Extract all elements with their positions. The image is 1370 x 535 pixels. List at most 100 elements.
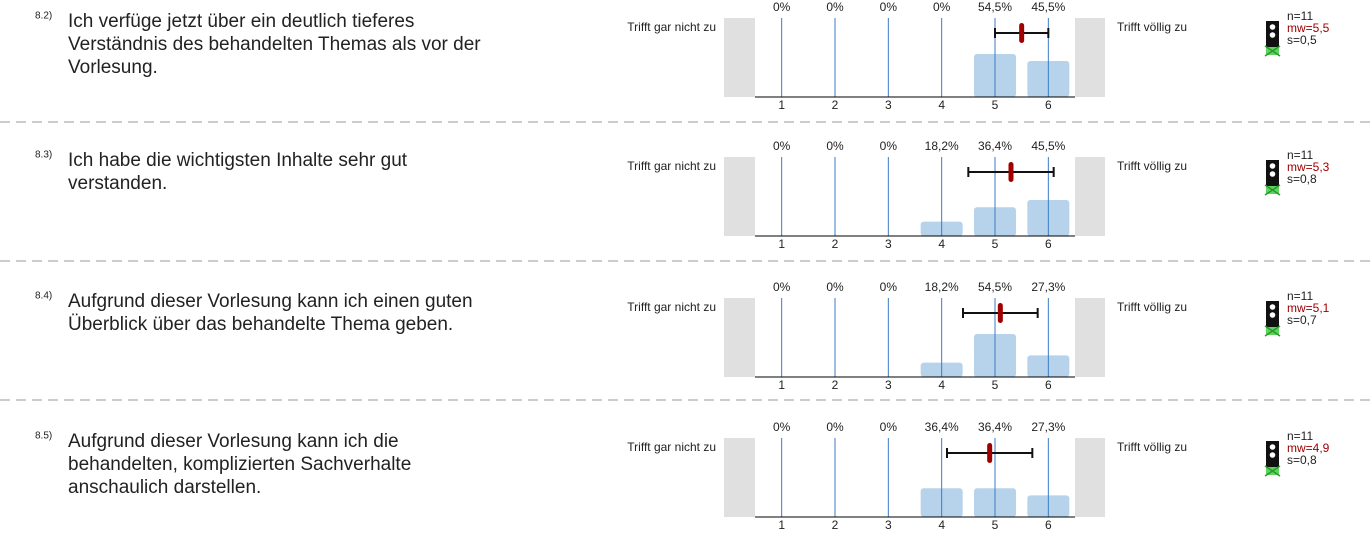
light — [1269, 163, 1276, 169]
value-label: 0% — [773, 280, 791, 294]
mean-label: mw=4,9 — [1287, 441, 1330, 455]
n-label: n=11 — [1287, 9, 1313, 23]
x-tick-label: 3 — [885, 518, 892, 532]
question-text: anschaulich darstellen. — [68, 477, 261, 498]
left-label: Trifft gar nicht zu — [627, 20, 716, 34]
value-label: 27,3% — [1031, 420, 1065, 434]
mean-mark — [987, 443, 993, 463]
left-box — [724, 157, 755, 236]
x-tick-label: 2 — [832, 518, 839, 532]
value-label: 0% — [880, 420, 898, 434]
value-label: 36,4% — [925, 420, 959, 434]
right-label: Trifft völlig zu — [1117, 159, 1187, 173]
separators — [0, 121, 1370, 401]
value-label: 0% — [773, 420, 791, 434]
value-label: 54,5% — [978, 280, 1012, 294]
value-label: 45,5% — [1031, 0, 1065, 14]
right-box — [1075, 18, 1105, 97]
x-tick-label: 6 — [1045, 237, 1052, 251]
value-label: 0% — [933, 0, 951, 14]
sd-label: s=0,7 — [1287, 313, 1317, 327]
x-tick-label: 1 — [778, 98, 785, 112]
x-tick-label: 3 — [885, 378, 892, 392]
x-tick-label: 4 — [938, 237, 945, 251]
value-label: 0% — [826, 139, 844, 153]
item-number: 8.3) — [35, 150, 52, 161]
value-label: 0% — [880, 280, 898, 294]
x-tick-label: 6 — [1045, 378, 1052, 392]
left-box — [724, 18, 755, 97]
x-tick-label: 4 — [938, 518, 945, 532]
x-tick-label: 2 — [832, 237, 839, 251]
sd-label: s=0,5 — [1287, 33, 1317, 47]
value-label: 36,4% — [978, 139, 1012, 153]
light — [1269, 312, 1276, 318]
light-x — [1264, 184, 1281, 196]
n-label: n=11 — [1287, 148, 1313, 162]
mean-label: mw=5,3 — [1287, 160, 1330, 174]
item-number: 8.5) — [35, 431, 52, 442]
value-label: 18,2% — [925, 139, 959, 153]
value-label: 0% — [880, 0, 898, 14]
question-text: Vorlesung. — [68, 57, 158, 78]
question-text: verstanden. — [68, 173, 167, 194]
right-label: Trifft völlig zu — [1117, 300, 1187, 314]
right-box — [1075, 298, 1105, 377]
light-x — [1264, 45, 1281, 57]
x-tick-label: 5 — [992, 518, 999, 532]
value-label: 0% — [826, 420, 844, 434]
value-label: 36,4% — [978, 420, 1012, 434]
value-label: 0% — [826, 280, 844, 294]
light — [1269, 452, 1276, 458]
question-text: Aufgrund dieser Vorlesung kann ich die — [68, 431, 399, 452]
value-label: 0% — [880, 139, 898, 153]
item-number: 8.4) — [35, 291, 52, 302]
x-tick-label: 6 — [1045, 518, 1052, 532]
sd-label: s=0,8 — [1287, 172, 1317, 186]
x-tick-label: 1 — [778, 237, 785, 251]
right-box — [1075, 438, 1105, 517]
light — [1269, 444, 1276, 450]
question-text: Ich habe die wichtigsten Inhalte sehr gu… — [68, 150, 408, 171]
n-label: n=11 — [1287, 289, 1313, 303]
item-number: 8.2) — [35, 11, 52, 22]
n-label: n=11 — [1287, 429, 1313, 443]
x-tick-label: 2 — [832, 98, 839, 112]
left-label: Trifft gar nicht zu — [627, 300, 716, 314]
question-text: behandelten, komplizierten Sachverhalte — [68, 454, 411, 475]
light-x — [1264, 325, 1281, 337]
right-label: Trifft völlig zu — [1117, 440, 1187, 454]
x-tick-label: 4 — [938, 98, 945, 112]
mean-mark — [997, 303, 1003, 323]
value-label: 54,5% — [978, 0, 1012, 14]
light — [1269, 32, 1276, 38]
right-label: Trifft völlig zu — [1117, 20, 1187, 34]
mean-mark — [1008, 162, 1014, 182]
light — [1269, 304, 1276, 310]
x-tick-label: 2 — [832, 378, 839, 392]
x-tick-label: 5 — [992, 98, 999, 112]
x-tick-label: 1 — [778, 378, 785, 392]
left-label: Trifft gar nicht zu — [627, 159, 716, 173]
right-box — [1075, 157, 1105, 236]
value-label: 27,3% — [1031, 280, 1065, 294]
value-label: 0% — [773, 0, 791, 14]
question-text: Aufgrund dieser Vorlesung kann ich einen… — [68, 291, 473, 312]
x-tick-label: 1 — [778, 518, 785, 532]
x-tick-label: 4 — [938, 378, 945, 392]
x-tick-label: 3 — [885, 98, 892, 112]
left-box — [724, 298, 755, 377]
question-text: Verständnis des behandelten Themas als v… — [68, 34, 481, 55]
value-label: 18,2% — [925, 280, 959, 294]
sd-label: s=0,8 — [1287, 453, 1317, 467]
light — [1269, 171, 1276, 177]
left-box — [724, 438, 755, 517]
x-tick-label: 3 — [885, 237, 892, 251]
x-tick-label: 5 — [992, 378, 999, 392]
mean-label: mw=5,5 — [1287, 21, 1330, 35]
light-x — [1264, 465, 1281, 477]
mean-label: mw=5,1 — [1287, 301, 1330, 315]
value-label: 45,5% — [1031, 139, 1065, 153]
x-tick-label: 6 — [1045, 98, 1052, 112]
